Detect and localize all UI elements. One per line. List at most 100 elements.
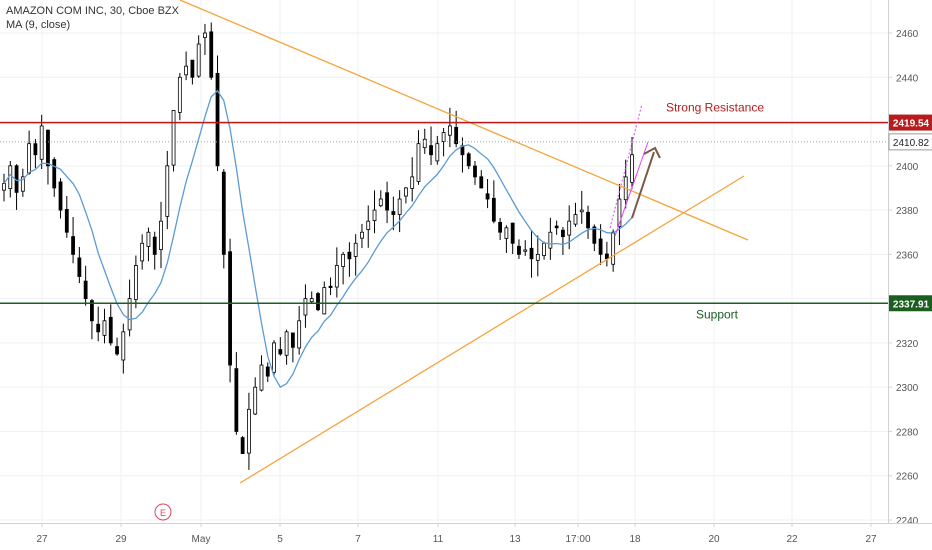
candle-down: [77, 257, 82, 277]
candle-down: [209, 31, 214, 78]
up-arrow-shaft: [631, 151, 655, 219]
candle-down: [510, 222, 515, 244]
candle-down: [316, 293, 320, 311]
candle-up: [165, 165, 170, 217]
x-tick-label: 5: [277, 534, 283, 545]
candle-down: [58, 181, 63, 211]
ascending-trendline: [239, 175, 745, 484]
candle-up: [334, 265, 339, 288]
candle-down: [385, 192, 389, 211]
x-tick-label: 29: [115, 534, 127, 545]
candle-down: [598, 238, 603, 255]
price-axis-bg: [888, 0, 932, 550]
candle-up: [504, 227, 509, 239]
candle-up: [630, 154, 634, 183]
candle-down: [240, 437, 245, 454]
last-price-tag-bg: [888, 133, 932, 151]
candlestick-series: [2, 22, 634, 470]
candle-up: [397, 198, 402, 215]
x-tick-label: 13: [509, 534, 521, 545]
candle-down: [33, 143, 38, 156]
candle-up: [353, 242, 358, 257]
y-tick-label: 2280: [896, 427, 919, 438]
candle-up: [259, 364, 264, 391]
candle-down: [71, 236, 75, 255]
level-label: Strong Resistance: [666, 101, 764, 115]
y-tick-label: 2400: [896, 162, 919, 173]
earnings-event-icon: [154, 503, 172, 521]
candle-down: [228, 251, 232, 366]
candle-down: [152, 236, 157, 255]
candle-down: [554, 225, 559, 229]
price-axis[interactable]: 2240226022802300232023402360238024002420…: [888, 0, 932, 550]
y-tick-label: 2440: [896, 73, 919, 84]
candle-up: [159, 220, 163, 251]
time-axis[interactable]: 27 29 May 5 7 11 13 17:00 18 20 22 27: [0, 523, 932, 545]
candle-up: [140, 242, 145, 262]
candle-down: [96, 323, 101, 333]
up-arrow-head: [643, 146, 661, 159]
ma-9-line: [3, 89, 633, 389]
descending-trendline: [179, 0, 749, 241]
x-tick-label: 7: [355, 534, 361, 545]
candle-up: [341, 253, 346, 267]
candle-up: [372, 209, 377, 221]
x-tick-label: 22: [786, 534, 798, 545]
candle-up: [196, 43, 201, 77]
candle-down: [215, 72, 220, 167]
candle-down: [586, 211, 590, 229]
candle-up: [404, 187, 408, 197]
y-tick-label: 2460: [896, 29, 919, 40]
candle-down: [234, 368, 239, 432]
candle-up: [441, 132, 446, 142]
candle-down: [278, 349, 283, 355]
candle-up: [542, 242, 546, 256]
candle-down: [347, 251, 352, 260]
price-tag-bg: [889, 114, 932, 131]
chart-grid: [0, 0, 888, 523]
candle-up: [410, 176, 415, 189]
candle-up: [309, 298, 314, 303]
candle-down: [46, 129, 50, 167]
candle-down: [429, 145, 433, 156]
candle-up: [184, 65, 189, 76]
candle-down: [52, 159, 57, 189]
candle-up: [39, 125, 44, 160]
last-price-tag-label: 2410.82: [893, 138, 930, 149]
x-tick-label: 11: [433, 534, 444, 545]
candle-up: [579, 209, 584, 213]
candle-up: [20, 176, 25, 192]
candle-up: [303, 298, 308, 316]
candle-up: [567, 220, 572, 236]
candle-down: [529, 247, 534, 260]
candle-down: [473, 165, 477, 178]
moving-average-line: [3, 89, 633, 389]
candle-down: [115, 346, 119, 355]
candle-down: [265, 366, 270, 377]
chart-drawings[interactable]: Strong Resistance Support E: [0, 0, 888, 521]
y-tick-label: 2260: [896, 472, 919, 483]
candle-up: [203, 32, 207, 38]
candle-up: [360, 231, 364, 239]
price-tag-label: 2419.54: [893, 119, 930, 130]
candle-up: [535, 253, 540, 261]
candle-down: [561, 229, 565, 238]
candle-up: [548, 231, 553, 249]
candle-up: [523, 249, 528, 252]
candle-up: [146, 231, 151, 247]
candle-up: [133, 265, 138, 300]
candle-down: [64, 209, 69, 233]
price-tag-label: 2337.91: [893, 299, 930, 310]
x-tick-label: 27: [36, 534, 48, 545]
symbol-title[interactable]: AMAZON COM INC, 30, Cboe BZX: [6, 5, 179, 17]
candle-down: [517, 245, 521, 255]
candle-down: [491, 197, 496, 222]
candle-down: [454, 126, 459, 145]
candle-down: [479, 176, 484, 189]
x-tick-label: 18: [629, 534, 641, 545]
x-tick-label: 17:00: [565, 534, 590, 545]
candle-up: [247, 408, 251, 454]
chart-legend: AMAZON COM INC, 30, Cboe BZX MA (9, clos…: [6, 4, 179, 32]
ma-indicator-label[interactable]: MA (9, close): [6, 19, 71, 31]
